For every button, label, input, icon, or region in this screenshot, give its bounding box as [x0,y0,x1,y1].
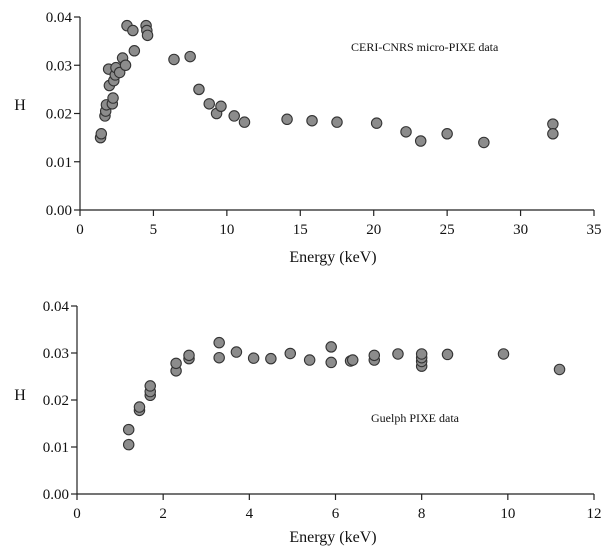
data-points [94,19,559,149]
x-tick-labels: 0 2 4 6 8 10 12 [73,506,601,522]
chart-guelph: 0.00 0.01 0.02 0.03 0.04 0 2 4 6 8 10 12 Guelph PI… [14,299,601,546]
data-point [325,356,337,369]
x-tick-label: 30 [513,222,528,238]
data-point [170,357,182,370]
data-point [284,347,297,360]
data-point [127,24,139,37]
x-tick-label: 4 [246,506,254,522]
axis-ticks [74,16,595,216]
x-tick-label: 10 [500,506,515,522]
data-point [441,128,453,140]
data-point [281,113,293,126]
y-axis-label: H [14,97,26,114]
x-tick-label: 0 [76,222,84,238]
y-tick-label: 0.02 [46,107,72,123]
y-tick-labels: 0.00 0.01 0.02 0.03 0.04 [46,10,73,219]
data-point [547,128,559,140]
data-point [215,100,227,113]
x-tick-label: 20 [366,222,381,238]
data-point [133,401,146,413]
data-point [95,128,108,140]
data-point [415,348,428,360]
data-point [368,349,381,362]
data-point [144,380,156,392]
y-tick-label: 0.03 [46,58,72,74]
x-tick-label: 6 [332,506,340,522]
y-tick-label: 0.01 [46,155,72,171]
y-tick-labels: 0.00 0.01 0.02 0.03 0.04 [43,299,70,503]
y-tick-label: 0.00 [46,203,72,219]
y-tick-label: 0.04 [43,299,70,315]
x-tick-label: 0 [73,506,81,522]
data-point [553,363,566,376]
data-points [122,336,566,451]
x-tick-label: 12 [587,506,602,522]
data-point [414,135,427,147]
axes [76,306,594,495]
data-point [203,98,215,110]
data-point [184,50,196,63]
data-point [478,136,490,149]
x-tick-label: 15 [293,222,308,238]
data-point [107,92,119,104]
data-point [141,29,154,42]
y-tick-label: 0.02 [43,393,69,409]
axis-ticks [71,305,595,500]
data-point [193,83,205,96]
data-point [265,352,277,365]
data-point [441,348,454,361]
data-point [325,341,337,353]
data-point [122,423,135,436]
data-point [119,59,132,71]
data-point [122,438,135,451]
x-axis-label: Energy (keV) [289,529,376,546]
data-point [213,351,225,364]
data-point [392,348,404,360]
data-point [213,336,225,349]
data-point [247,352,260,364]
x-tick-label: 35 [587,222,602,238]
y-tick-label: 0.01 [43,440,69,456]
data-point [303,354,316,366]
axes [79,17,594,211]
data-point [128,45,141,57]
y-axis-label: H [14,387,26,404]
data-point [497,348,510,360]
data-point [228,110,240,122]
data-point [306,114,318,127]
y-tick-label: 0.00 [43,487,69,503]
y-tick-label: 0.04 [46,10,73,26]
data-point [168,53,180,66]
chart-ceri-cnrs: 0.00 0.01 0.02 0.03 0.04 0 5 10 15 20 25 30 35 CERI… [14,10,601,266]
data-point [400,126,412,138]
x-tick-label: 10 [219,222,234,238]
data-point [238,116,251,128]
data-point [547,118,559,130]
x-tick-labels: 0 5 10 15 20 25 30 35 [76,222,601,238]
y-tick-label: 0.03 [43,346,69,362]
x-tick-label: 2 [159,506,167,522]
chart-annotation: Guelph PIXE data [371,411,460,425]
x-tick-label: 8 [418,506,426,522]
chart-annotation: CERI-CNRS micro-PIXE data [351,40,499,54]
x-tick-label: 5 [150,222,158,238]
data-point [331,116,343,128]
data-point [346,354,359,366]
data-point [370,117,383,129]
data-point [230,346,243,358]
x-tick-label: 25 [440,222,455,238]
data-point [183,349,195,362]
x-axis-label: Energy (keV) [289,249,376,266]
